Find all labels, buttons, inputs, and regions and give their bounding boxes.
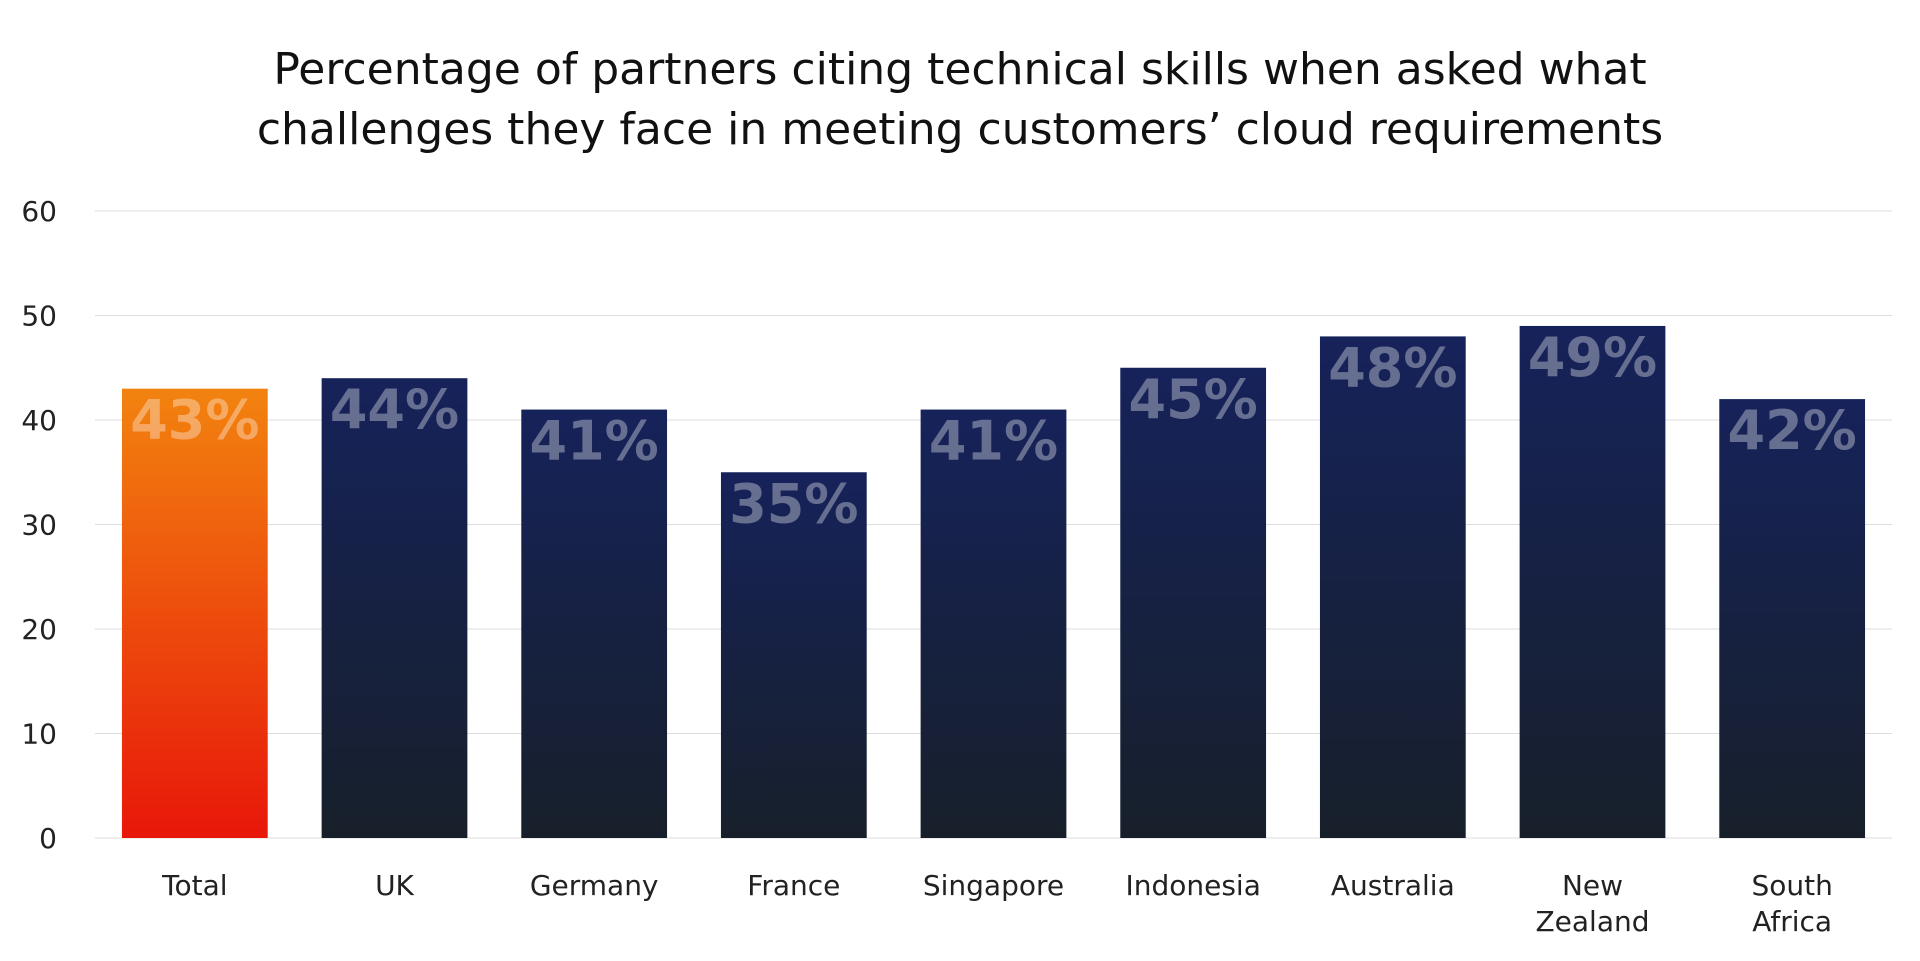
x-category-label: Germany	[530, 869, 659, 902]
y-tick-label: 60	[21, 195, 57, 228]
bar	[121, 388, 268, 838]
y-tick-label: 30	[21, 509, 57, 542]
x-category-label-line: Germany	[530, 869, 659, 902]
x-category-label-line: New	[1562, 869, 1623, 902]
data-label: 45%	[1129, 368, 1258, 431]
x-category-label-line: UK	[375, 869, 414, 902]
x-category-label-line: Indonesia	[1125, 869, 1260, 902]
data-label: 43%	[130, 389, 259, 452]
bar	[1319, 336, 1466, 838]
x-category-label: UK	[375, 869, 414, 902]
bars	[121, 325, 1866, 838]
bar	[1519, 325, 1666, 838]
chart-title: Percentage of partners citing technical …	[0, 40, 1920, 160]
x-category-label-line: Africa	[1752, 905, 1832, 938]
x-category-label-line: Singapore	[923, 869, 1064, 902]
y-axis-ticks: 0 10 20 30 40 50 60	[21, 195, 57, 855]
data-label: 41%	[530, 410, 659, 473]
x-category-label: Australia	[1331, 869, 1455, 902]
data-labels: 43% 44% 41% 35% 41% 45% 48% 49% 42%	[130, 326, 1857, 535]
x-category-label-line: South	[1751, 869, 1832, 902]
x-category-label-line: Zealand	[1535, 905, 1649, 938]
x-category-label: Singapore	[923, 869, 1064, 902]
y-tick-label: 50	[21, 300, 57, 333]
y-tick-label: 0	[39, 822, 57, 855]
x-category-label-line: Australia	[1331, 869, 1455, 902]
x-category-label-line: France	[747, 869, 840, 902]
y-tick-label: 20	[21, 613, 57, 646]
data-label: 44%	[330, 378, 459, 441]
x-category-label: New Zealand	[1535, 869, 1649, 938]
x-category-label-line: Total	[161, 869, 227, 902]
x-category-label: Indonesia	[1125, 869, 1260, 902]
x-axis-categories: Total UK Germany France Singapore Indonesia Au…	[161, 869, 1833, 938]
data-label: 35%	[729, 472, 858, 535]
data-label: 42%	[1728, 399, 1857, 462]
bar	[1120, 367, 1267, 838]
chart-title-line-2: challenges they face in meeting customer…	[256, 104, 1664, 155]
bar	[920, 409, 1067, 838]
data-label: 41%	[929, 410, 1058, 473]
bar	[720, 472, 867, 838]
y-tick-label: 40	[21, 404, 57, 437]
x-category-label: South Africa	[1751, 869, 1832, 938]
x-category-label: France	[747, 869, 840, 902]
data-label: 49%	[1528, 326, 1657, 389]
data-label: 48%	[1328, 336, 1457, 399]
bar	[521, 409, 668, 838]
y-tick-label: 10	[21, 718, 57, 751]
x-category-label: Total	[161, 869, 227, 902]
bar	[1719, 399, 1866, 838]
chart-title-line-1: Percentage of partners citing technical …	[273, 44, 1647, 95]
bar	[321, 378, 468, 838]
